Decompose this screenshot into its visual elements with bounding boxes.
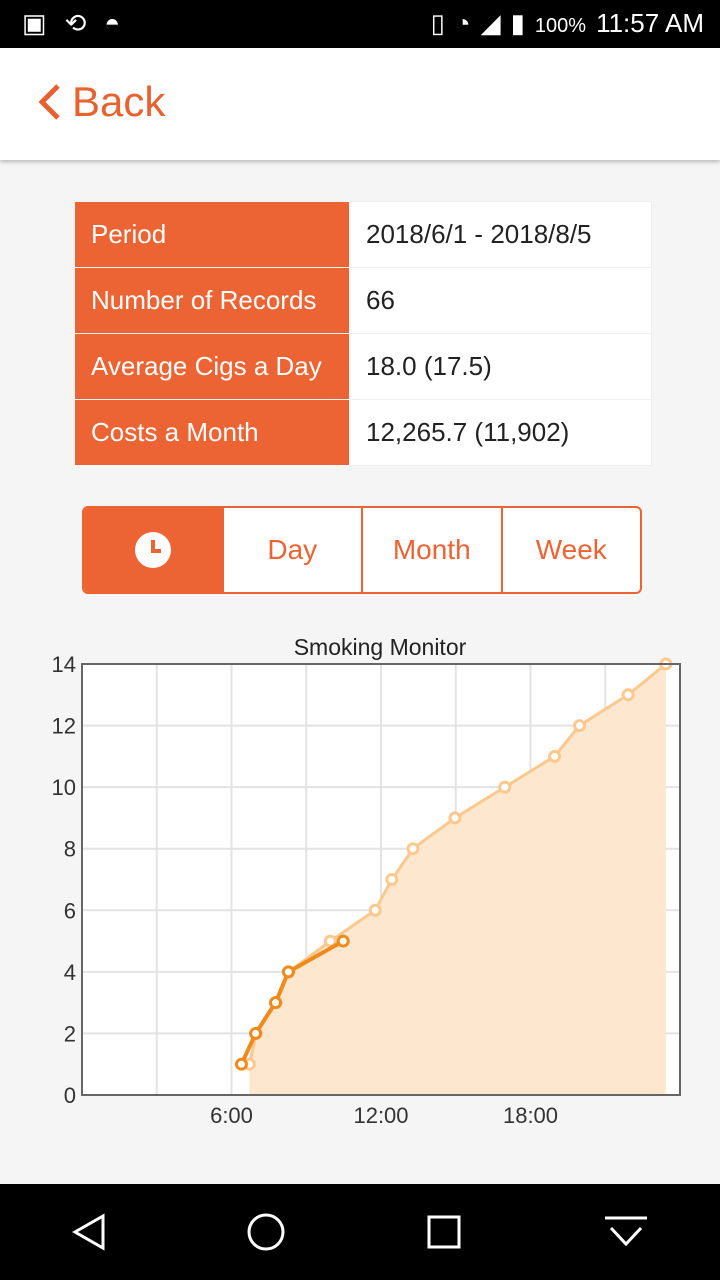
table-row: Number of Records 66 <box>74 267 652 334</box>
summary-table: Period 2018/6/1 - 2018/8/5 Number of Reco… <box>74 201 652 466</box>
data-point-dark <box>336 934 350 948</box>
data-point-dark <box>269 996 283 1010</box>
y-tick-label: 0 <box>64 1083 76 1108</box>
chart-title: Smoking Monitor <box>294 634 467 660</box>
battery-icon: ▮ <box>510 8 525 38</box>
row-value: 66 <box>349 267 652 334</box>
segment-month[interactable]: Month <box>361 508 501 592</box>
data-point-dark <box>281 965 295 979</box>
data-point-light <box>573 719 587 733</box>
data-point-light <box>448 811 462 825</box>
row-label: Average Cigs a Day <box>74 333 350 400</box>
clock-time: 11:57 AM <box>596 8 704 38</box>
battery-percent: 100% <box>534 15 587 37</box>
segment-time[interactable] <box>84 508 222 592</box>
y-tick-label: 8 <box>64 837 76 862</box>
y-tick-label: 12 <box>52 714 76 739</box>
back-button[interactable]: Back <box>36 78 165 126</box>
y-tick-label: 14 <box>52 652 76 677</box>
app-header: Back <box>0 48 720 160</box>
clock-icon <box>134 532 171 568</box>
wifi-icon: ◔ <box>454 8 471 38</box>
y-tick-label: 4 <box>64 960 76 985</box>
signal-icon: ◢ <box>480 8 501 38</box>
chevron-left-icon <box>38 84 60 120</box>
y-tick-label: 2 <box>64 1021 76 1046</box>
table-row: Average Cigs a Day 18.0 (17.5) <box>74 333 652 400</box>
status-bar: ▣ ⟲ ◓ ▯ ◔ ◢ ▮ 100% 11:57 AM <box>0 0 720 48</box>
back-nav-icon[interactable] <box>69 1212 109 1252</box>
row-label: Costs a Month <box>74 399 350 466</box>
segment-day[interactable]: Day <box>221 508 362 592</box>
rotate-icon: ⟲ <box>64 8 87 38</box>
segment-week[interactable]: Week <box>500 508 641 592</box>
row-value: 2018/6/1 - 2018/8/5 <box>349 201 652 268</box>
x-tick-label: 6:00 <box>210 1103 253 1128</box>
smoking-chart: 0 2 4 6 8 10 12 14 6:00 12:00 18:00 Smoking Monitor <box>52 634 681 1128</box>
home-nav-icon[interactable] <box>246 1212 286 1252</box>
row-label: Period <box>74 201 350 268</box>
table-row: Costs a Month 12,265.7 (11,902) <box>74 399 652 466</box>
menu-nav-icon[interactable] <box>601 1212 651 1252</box>
data-point-dark <box>234 1057 248 1071</box>
data-point-light <box>406 842 420 856</box>
y-tick-label: 6 <box>64 898 76 923</box>
data-point-light <box>621 688 635 702</box>
y-tick-label: 10 <box>52 775 76 800</box>
row-value: 18.0 (17.5) <box>349 333 652 400</box>
recents-nav-icon[interactable] <box>424 1212 464 1252</box>
back-label: Back <box>72 78 166 125</box>
row-label: Number of Records <box>74 267 350 334</box>
android-icon: ◓ <box>104 8 121 38</box>
data-point-light <box>368 903 382 917</box>
row-value: 12,265.7 (11,902) <box>349 399 652 466</box>
x-tick-label: 12:00 <box>353 1103 408 1128</box>
data-point-light <box>548 749 562 763</box>
data-point-dark <box>249 1026 263 1040</box>
nav-bar <box>0 1184 720 1280</box>
gallery-icon: ▣ <box>22 8 47 38</box>
plot-border <box>81 663 681 1096</box>
data-point-light <box>385 873 399 886</box>
period-selector: Day Month Week <box>82 506 642 594</box>
data-point-light <box>498 780 512 794</box>
table-row: Period 2018/6/1 - 2018/8/5 <box>74 201 652 268</box>
vibrate-icon: ▯ <box>430 8 445 38</box>
series-area <box>249 664 666 1095</box>
x-tick-label: 18:00 <box>503 1103 558 1128</box>
